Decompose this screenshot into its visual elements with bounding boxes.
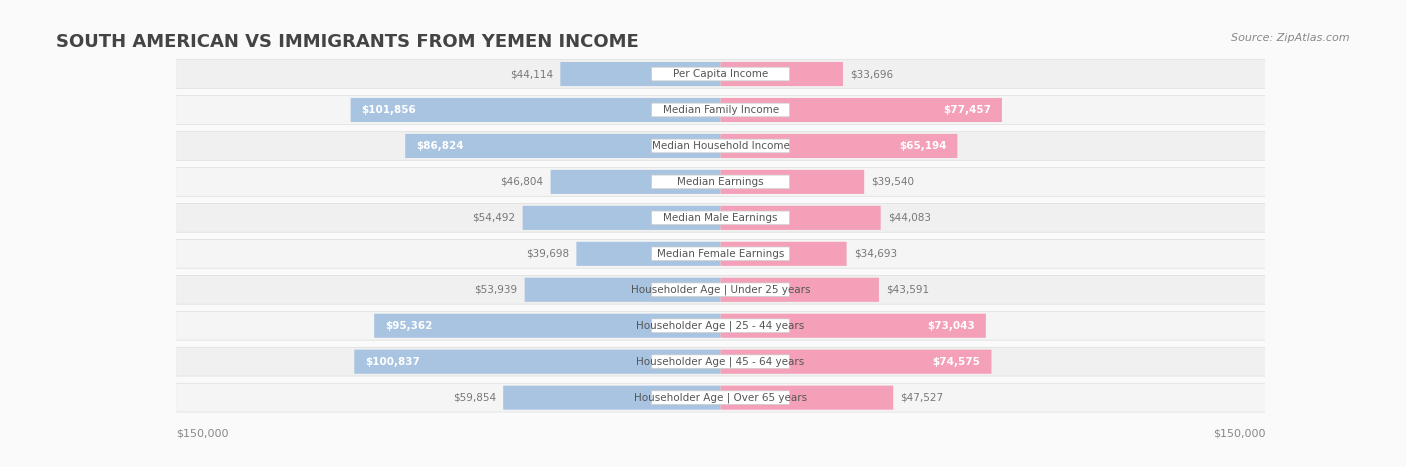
FancyBboxPatch shape bbox=[576, 242, 721, 266]
FancyBboxPatch shape bbox=[651, 247, 790, 261]
Text: Householder Age | Over 65 years: Householder Age | Over 65 years bbox=[634, 392, 807, 403]
Text: Householder Age | Under 25 years: Householder Age | Under 25 years bbox=[631, 284, 810, 295]
Text: $34,693: $34,693 bbox=[853, 249, 897, 259]
Text: $95,362: $95,362 bbox=[385, 321, 433, 331]
Text: $101,856: $101,856 bbox=[361, 105, 416, 115]
FancyBboxPatch shape bbox=[651, 211, 790, 225]
FancyBboxPatch shape bbox=[720, 206, 880, 230]
FancyBboxPatch shape bbox=[720, 62, 844, 86]
FancyBboxPatch shape bbox=[176, 311, 1265, 340]
FancyBboxPatch shape bbox=[720, 170, 865, 194]
FancyBboxPatch shape bbox=[651, 391, 790, 404]
Text: Per Capita Income: Per Capita Income bbox=[673, 69, 768, 79]
Text: Householder Age | 25 - 44 years: Householder Age | 25 - 44 years bbox=[637, 320, 804, 331]
FancyBboxPatch shape bbox=[720, 350, 991, 374]
FancyBboxPatch shape bbox=[720, 134, 957, 158]
FancyBboxPatch shape bbox=[651, 67, 790, 81]
FancyBboxPatch shape bbox=[176, 96, 1265, 124]
FancyBboxPatch shape bbox=[176, 60, 1265, 88]
FancyBboxPatch shape bbox=[720, 242, 846, 266]
Text: Median Male Earnings: Median Male Earnings bbox=[664, 213, 778, 223]
FancyBboxPatch shape bbox=[561, 62, 721, 86]
FancyBboxPatch shape bbox=[354, 350, 721, 374]
Text: $77,457: $77,457 bbox=[943, 105, 991, 115]
Text: $54,492: $54,492 bbox=[472, 213, 516, 223]
Text: Median Earnings: Median Earnings bbox=[678, 177, 763, 187]
FancyBboxPatch shape bbox=[720, 98, 1002, 122]
Text: $74,575: $74,575 bbox=[932, 357, 980, 367]
FancyBboxPatch shape bbox=[551, 170, 721, 194]
Text: Median Family Income: Median Family Income bbox=[662, 105, 779, 115]
Text: $39,540: $39,540 bbox=[872, 177, 914, 187]
FancyBboxPatch shape bbox=[176, 276, 1265, 304]
FancyBboxPatch shape bbox=[651, 103, 790, 117]
Text: $44,083: $44,083 bbox=[889, 213, 931, 223]
Text: Source: ZipAtlas.com: Source: ZipAtlas.com bbox=[1232, 33, 1350, 42]
Text: $86,824: $86,824 bbox=[416, 141, 464, 151]
Text: $150,000: $150,000 bbox=[1213, 428, 1265, 438]
FancyBboxPatch shape bbox=[524, 278, 721, 302]
FancyBboxPatch shape bbox=[651, 175, 790, 189]
Text: $39,698: $39,698 bbox=[526, 249, 569, 259]
FancyBboxPatch shape bbox=[651, 283, 790, 297]
Text: Median Female Earnings: Median Female Earnings bbox=[657, 249, 785, 259]
FancyBboxPatch shape bbox=[720, 314, 986, 338]
Text: Median Household Income: Median Household Income bbox=[651, 141, 790, 151]
FancyBboxPatch shape bbox=[176, 240, 1265, 268]
FancyBboxPatch shape bbox=[374, 314, 721, 338]
FancyBboxPatch shape bbox=[176, 204, 1265, 232]
Text: $65,194: $65,194 bbox=[898, 141, 946, 151]
Text: $43,591: $43,591 bbox=[886, 285, 929, 295]
FancyBboxPatch shape bbox=[651, 319, 790, 333]
FancyBboxPatch shape bbox=[651, 139, 790, 153]
FancyBboxPatch shape bbox=[176, 168, 1265, 196]
Text: $150,000: $150,000 bbox=[176, 428, 228, 438]
FancyBboxPatch shape bbox=[503, 386, 721, 410]
FancyBboxPatch shape bbox=[176, 383, 1265, 412]
FancyBboxPatch shape bbox=[720, 278, 879, 302]
FancyBboxPatch shape bbox=[523, 206, 721, 230]
FancyBboxPatch shape bbox=[405, 134, 721, 158]
Text: $47,527: $47,527 bbox=[900, 393, 943, 403]
FancyBboxPatch shape bbox=[720, 386, 893, 410]
Text: $73,043: $73,043 bbox=[927, 321, 974, 331]
FancyBboxPatch shape bbox=[350, 98, 721, 122]
FancyBboxPatch shape bbox=[651, 355, 790, 368]
FancyBboxPatch shape bbox=[176, 347, 1265, 376]
Text: $33,696: $33,696 bbox=[851, 69, 893, 79]
Text: $44,114: $44,114 bbox=[510, 69, 553, 79]
Text: $53,939: $53,939 bbox=[474, 285, 517, 295]
Text: $100,837: $100,837 bbox=[366, 357, 420, 367]
Text: $59,854: $59,854 bbox=[453, 393, 496, 403]
Text: Householder Age | 45 - 64 years: Householder Age | 45 - 64 years bbox=[637, 356, 804, 367]
Text: SOUTH AMERICAN VS IMMIGRANTS FROM YEMEN INCOME: SOUTH AMERICAN VS IMMIGRANTS FROM YEMEN … bbox=[56, 33, 638, 51]
Text: $46,804: $46,804 bbox=[501, 177, 543, 187]
FancyBboxPatch shape bbox=[176, 132, 1265, 160]
